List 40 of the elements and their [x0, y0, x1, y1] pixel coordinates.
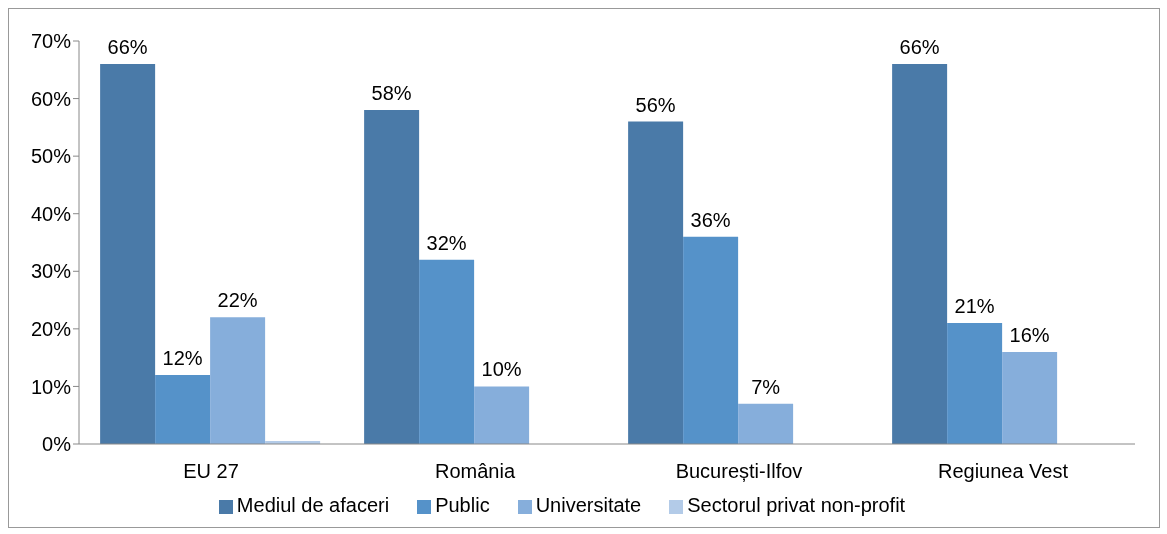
- bar: [738, 403, 794, 444]
- x-tick-label: EU 27: [183, 460, 239, 483]
- data-label: 32%: [426, 231, 467, 254]
- y-tick-label: 70%: [30, 30, 72, 53]
- data-label: 21%: [954, 295, 995, 318]
- bar: [628, 121, 684, 444]
- y-tick-label: 20%: [30, 317, 72, 340]
- bar: [210, 317, 266, 444]
- y-tick-label: 30%: [30, 260, 72, 283]
- legend-label: Universitate: [535, 494, 642, 516]
- bar: [419, 259, 475, 444]
- data-label: 56%: [635, 93, 676, 116]
- data-label: 36%: [690, 208, 731, 231]
- legend-label: Mediul de afaceri: [236, 494, 390, 516]
- y-tick-label: 60%: [30, 87, 72, 110]
- data-label: 66%: [107, 36, 148, 59]
- data-label: 10%: [481, 358, 522, 381]
- bar: [474, 386, 530, 444]
- bar: [683, 236, 739, 444]
- bar: [155, 374, 211, 444]
- bar: [947, 323, 1003, 444]
- legend-label: Public: [435, 494, 490, 516]
- data-label: 12%: [162, 346, 203, 369]
- bar: [892, 64, 948, 444]
- y-tick-label: 10%: [30, 375, 72, 398]
- legend-label: Sectorul privat non-profit: [687, 494, 906, 516]
- bar: [364, 110, 420, 444]
- data-label: 58%: [371, 82, 412, 105]
- y-tick-label: 0%: [42, 433, 72, 456]
- bar: [100, 64, 156, 444]
- x-tick-label: România: [434, 460, 516, 483]
- y-tick-label: 50%: [30, 145, 72, 168]
- data-label: 22%: [217, 289, 258, 312]
- x-tick-label: Regiunea Vest: [937, 460, 1069, 483]
- bar: [1002, 351, 1058, 444]
- data-label: 16%: [1009, 323, 1050, 346]
- data-label: 66%: [899, 36, 940, 59]
- y-tick-label: 40%: [30, 202, 72, 225]
- x-tick-label: București-Ilfov: [675, 460, 803, 483]
- data-label: 7%: [751, 375, 781, 398]
